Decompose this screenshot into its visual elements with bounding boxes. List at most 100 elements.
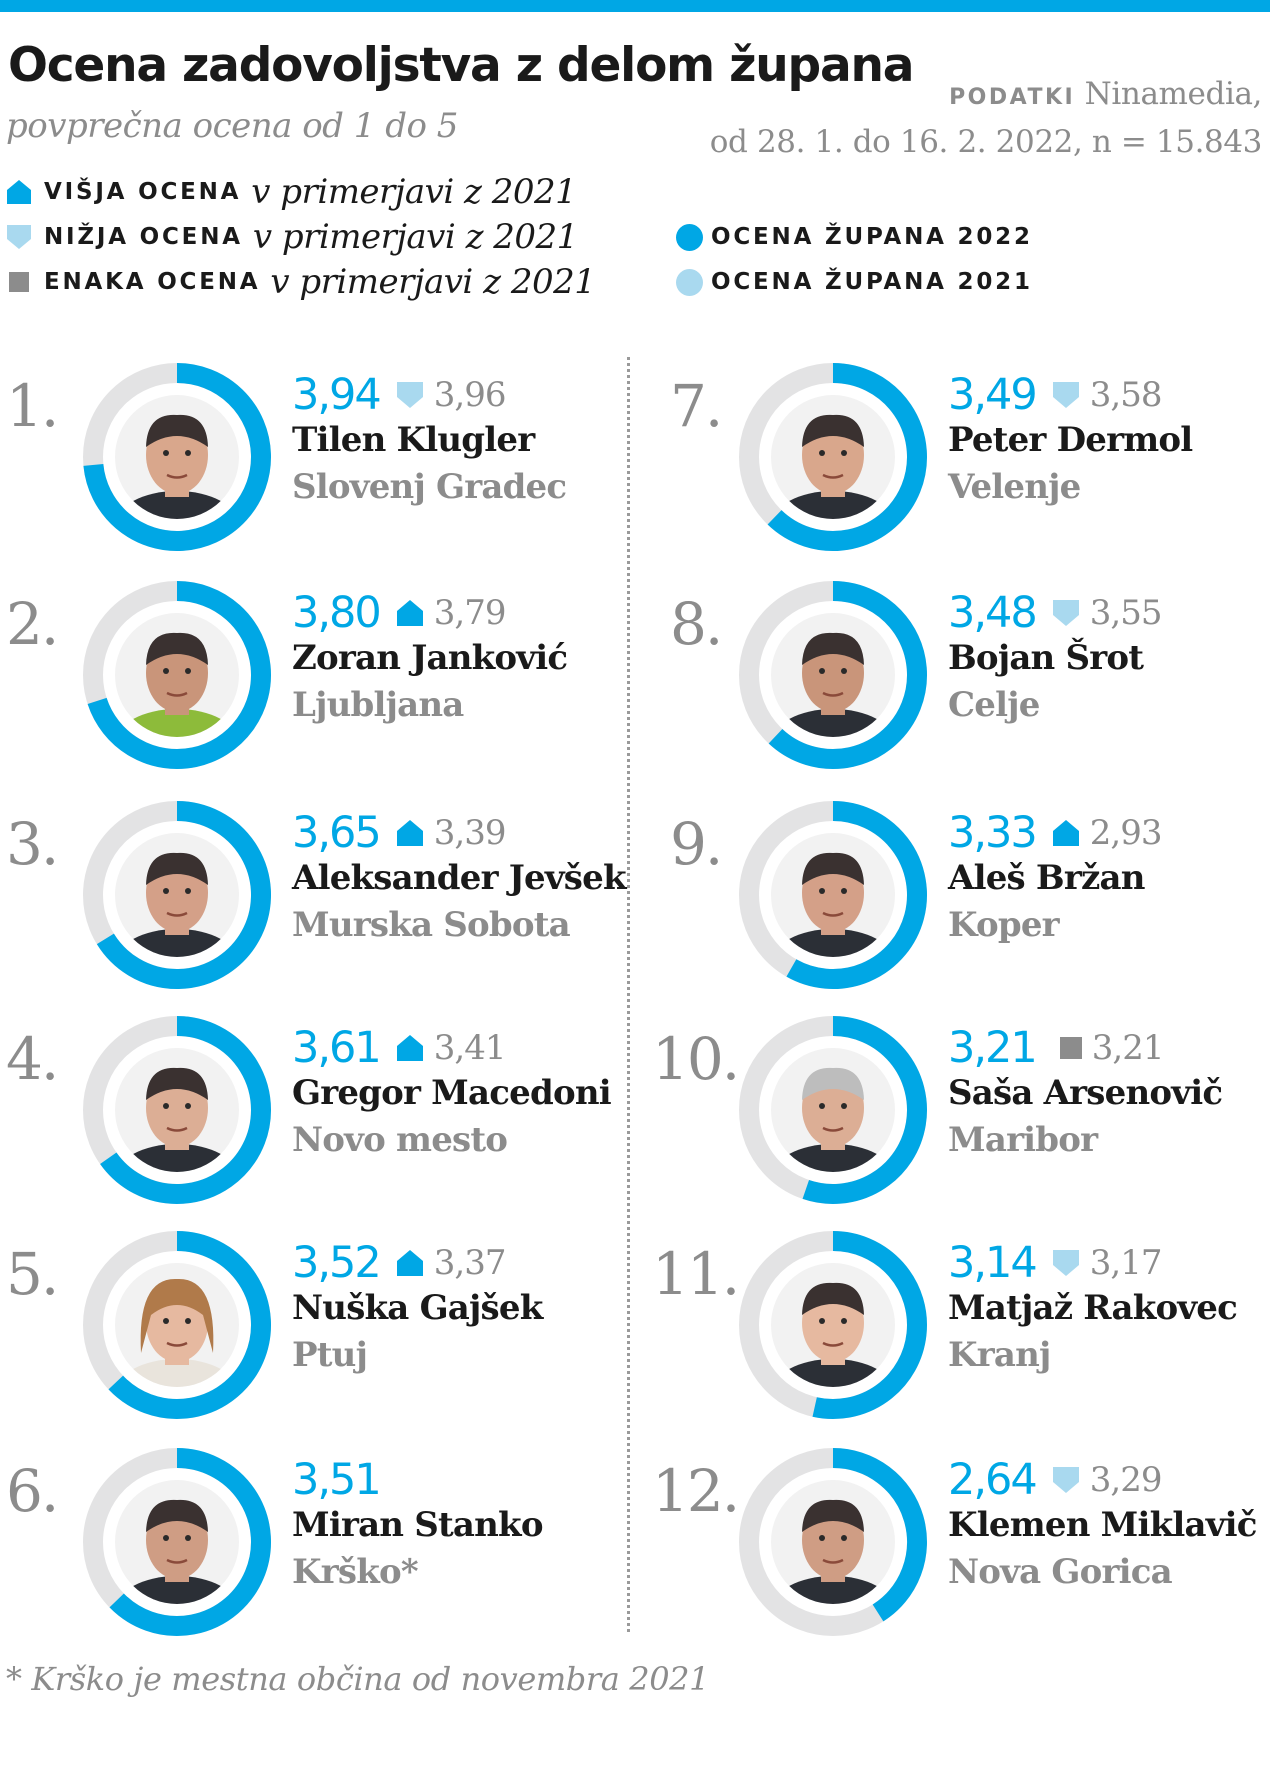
mayor-entry: 1. 3,94 3,96 Tilen Klugler Slovenj Gradec — [0, 362, 630, 562]
score-row: 3,80 3,79 — [292, 588, 507, 638]
mayor-photo — [771, 395, 895, 519]
donut-arc-2022 — [96, 801, 271, 989]
score-donut — [83, 581, 271, 769]
mayor-city: Slovenj Gradec — [292, 467, 567, 507]
score-2022: 3,65 — [292, 808, 382, 858]
mayor-name: Aleš Bržan — [948, 858, 1145, 898]
score-2022: 2,64 — [948, 1455, 1038, 1505]
score-row: 3,52 3,37 — [292, 1238, 507, 1288]
legend-higher-desc: v primerjavi z 2021 — [251, 172, 577, 212]
same-marker-icon — [9, 272, 29, 292]
legend-lower-desc: v primerjavi z 2021 — [252, 217, 578, 257]
score-2021: 3,41 — [433, 1028, 507, 1068]
same-marker-icon — [1059, 1037, 1082, 1059]
score-2021: 3,37 — [433, 1243, 507, 1283]
score-2022: 3,51 — [292, 1455, 382, 1505]
mayor-photo — [115, 1048, 239, 1172]
score-donut — [83, 801, 271, 989]
rank-label: 10. — [652, 1025, 740, 1093]
column-divider — [627, 357, 630, 1632]
mayor-name: Matjaž Rakovec — [948, 1288, 1238, 1328]
mayor-city: Nova Gorica — [948, 1552, 1173, 1592]
mayor-entry: 7. 3,49 3,58 Peter Dermol Velenje — [660, 362, 1270, 562]
score-2021: 3,79 — [433, 593, 507, 633]
donut-arc-2022 — [100, 1016, 271, 1204]
donut-arc-2022 — [83, 363, 271, 551]
donut-arc-2022 — [768, 581, 927, 769]
rank-label: 2. — [6, 590, 59, 658]
rank-label: 9. — [670, 810, 723, 878]
mayor-photo — [115, 395, 239, 519]
score-row: 2,64 3,29 — [948, 1455, 1163, 1505]
score-donut — [83, 1016, 271, 1204]
score-2021: 3,55 — [1089, 593, 1163, 633]
lower-marker-icon — [1052, 1467, 1079, 1493]
lower-marker-icon — [396, 382, 423, 408]
donut-arc-2022 — [767, 363, 927, 551]
mayor-entry: 6. 3,51 Miran Stanko Krško* — [0, 1447, 630, 1647]
score-row: 3,61 3,41 — [292, 1023, 507, 1073]
mayor-entry: 10. 3,21 3,21 Saša Arsenovič Maribor — [652, 1015, 1270, 1215]
mayor-name: Peter Dermol — [948, 420, 1193, 460]
lower-marker-icon — [1052, 382, 1079, 408]
rank-label: 1. — [6, 372, 59, 440]
mayor-name: Tilen Klugler — [292, 420, 535, 460]
chart-subtitle: povprečna ocena od 1 do 5 — [6, 106, 458, 146]
score-row: 3,21 3,21 — [948, 1023, 1164, 1073]
mayor-photo — [115, 1263, 239, 1387]
legend-series-2022-label: OCENA ŽUPANA 2022 — [711, 224, 1033, 250]
data-source: PODATKI Ninamedia, od 28. 1. do 16. 2. 2… — [710, 72, 1263, 164]
series-2021-dot-icon — [676, 268, 703, 296]
legend-series-2021: OCENA ŽUPANA 2021 — [676, 260, 1033, 304]
mayor-name: Bojan Šrot — [948, 638, 1144, 678]
mayor-name: Saša Arsenovič — [948, 1073, 1223, 1113]
source-name: Ninamedia, — [1075, 76, 1263, 112]
mayor-city: Novo mesto — [292, 1120, 508, 1160]
donut-arc-2022 — [87, 581, 271, 769]
higher-marker-icon — [7, 180, 31, 204]
footnote: * Krško je mestna občina od novembra 202… — [6, 1660, 710, 1698]
higher-marker-icon — [396, 1035, 423, 1061]
legend-same-desc: v primerjavi z 2021 — [270, 262, 596, 302]
rank-label: 12. — [652, 1457, 740, 1525]
legend-higher-label: VIŠJA OCENA — [44, 179, 242, 205]
rank-label: 7. — [670, 372, 723, 440]
mayor-name: Zoran Janković — [292, 638, 568, 678]
mayor-entry: 9. 3,33 2,93 Aleš Bržan Koper — [660, 800, 1270, 1000]
score-2022: 3,21 — [948, 1023, 1038, 1073]
mayor-name: Nuška Gajšek — [292, 1288, 543, 1328]
mayor-city: Ptuj — [292, 1335, 368, 1375]
score-row: 3,33 2,93 — [948, 808, 1162, 858]
lower-marker-icon — [1052, 600, 1079, 626]
mayor-city: Velenje — [948, 467, 1081, 507]
score-row: 3,48 3,55 — [948, 588, 1163, 638]
score-donut — [739, 1448, 927, 1636]
legend-series-2021-label: OCENA ŽUPANA 2021 — [711, 269, 1033, 295]
score-2021: 3,29 — [1089, 1460, 1163, 1500]
rank-label: 4. — [6, 1025, 59, 1093]
legend-lower: NIŽJA OCENA v primerjavi z 2021 — [6, 215, 578, 259]
score-donut — [739, 1231, 927, 1419]
mayor-city: Murska Sobota — [292, 905, 571, 945]
mayor-photo — [771, 1263, 895, 1387]
mayor-entry: 2. 3,80 3,79 Zoran Janković Ljubljana — [0, 580, 630, 780]
mayor-photo — [771, 833, 895, 957]
score-donut — [83, 1448, 271, 1636]
score-2022: 3,80 — [292, 588, 382, 638]
donut-arc-2022 — [108, 1231, 271, 1419]
score-row: 3,49 3,58 — [948, 370, 1163, 420]
mayor-name: Gregor Macedoni — [292, 1073, 612, 1113]
score-2022: 3,61 — [292, 1023, 382, 1073]
rank-label: 8. — [670, 590, 723, 658]
higher-marker-icon — [396, 600, 423, 626]
higher-marker-icon — [1052, 820, 1079, 846]
score-donut — [83, 1231, 271, 1419]
score-row: 3,94 3,96 — [292, 370, 506, 420]
mayor-city: Koper — [948, 905, 1060, 945]
mayor-city: Kranj — [948, 1335, 1051, 1375]
legend-same: ENAKA OCENA v primerjavi z 2021 — [6, 260, 596, 304]
score-2022: 3,33 — [948, 808, 1038, 858]
score-donut — [739, 581, 927, 769]
lower-marker-icon — [1052, 1250, 1079, 1276]
score-2021: 3,58 — [1089, 375, 1163, 415]
